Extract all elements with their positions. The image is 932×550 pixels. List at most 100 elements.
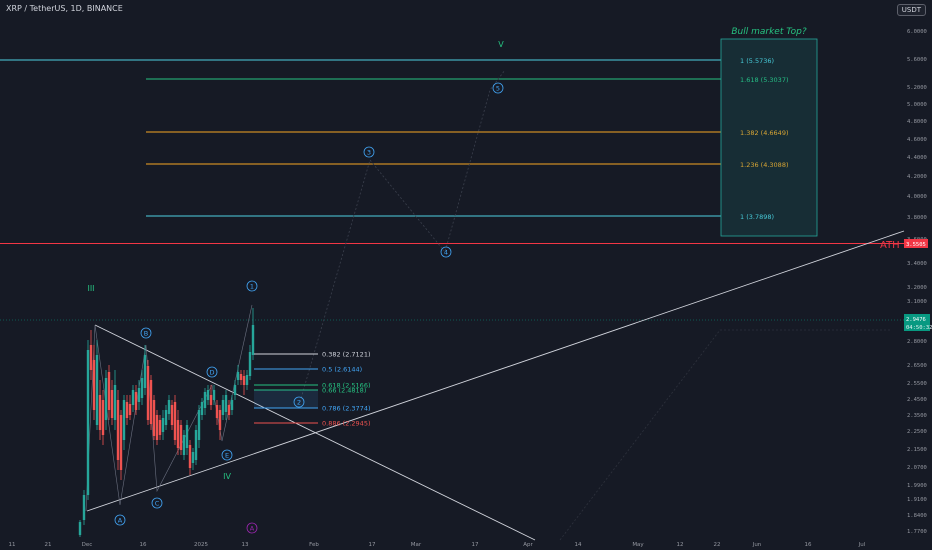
candle-body [143, 355, 147, 388]
fib-extension-label: 1.236 (4.3088) [740, 161, 789, 169]
price-tick: 1.9100 [907, 497, 927, 503]
wave-marker-circle [293, 396, 305, 408]
candle [161, 410, 165, 440]
candle [203, 388, 207, 415]
candle [182, 430, 186, 460]
box-title: Bull market Top? [731, 27, 806, 37]
target-zone [720, 38, 818, 237]
price-tick: 3.1000 [907, 299, 927, 305]
candle [98, 380, 102, 440]
price-tick: 4.8000 [907, 119, 927, 125]
price-tick: 4.0000 [907, 194, 927, 200]
price-tick: 2.2500 [907, 429, 927, 435]
time-tick: 21 [45, 542, 52, 548]
candle [116, 390, 120, 470]
wave-marker-circle [140, 327, 152, 339]
candle [113, 370, 117, 430]
fib-extension-label: 1.382 (4.6649) [740, 129, 789, 137]
wave-iii-label: III [87, 284, 94, 293]
ascending-trendline [86, 230, 905, 512]
wave-iv-label: IV [223, 472, 231, 481]
candle-body [218, 410, 222, 430]
wave-marker-label: 4 [444, 249, 448, 257]
candle [206, 385, 210, 405]
candle [197, 405, 201, 448]
candle [107, 365, 111, 420]
candle-body [152, 400, 156, 436]
price-tick: 5.6000 [907, 57, 927, 63]
candle-body [173, 402, 177, 440]
candle [155, 410, 159, 445]
candle-body [104, 378, 108, 420]
candle-body [78, 522, 82, 535]
candle-body [146, 366, 150, 420]
candle [89, 330, 93, 380]
time-tick: Jul [858, 542, 866, 548]
candle-body [236, 372, 240, 380]
candle [239, 370, 243, 385]
candle [218, 405, 222, 440]
candle [131, 385, 135, 412]
currency-button[interactable]: USDT [896, 4, 926, 16]
candle [200, 398, 204, 420]
candle [224, 390, 228, 420]
wave-marker-circle [440, 246, 452, 258]
candle [140, 370, 144, 405]
candle-body [149, 380, 153, 424]
candle [137, 380, 141, 410]
ath-label: ATH [880, 240, 900, 251]
candle [221, 395, 225, 420]
candle [188, 440, 192, 475]
price-tick: 4.4000 [907, 155, 927, 161]
ath-price-badge [904, 239, 928, 248]
candle [86, 340, 90, 500]
candle [128, 395, 132, 420]
candle [149, 375, 153, 430]
candle-body [92, 360, 96, 410]
retracement-label: 0.618 (2.5166) [322, 382, 371, 390]
candle-body [155, 415, 159, 440]
candle-body [224, 395, 228, 412]
candle [101, 390, 105, 445]
ath-price-label: 3.5505 [906, 242, 926, 248]
candle-body [140, 378, 144, 398]
candle-body [137, 388, 141, 402]
price-tick: 3.4000 [907, 261, 927, 267]
candle [134, 385, 138, 415]
last-price-badge [904, 314, 930, 331]
wave-marker-label: 2 [297, 399, 301, 407]
candle [173, 395, 177, 445]
fib-retracement: 0.382 (2.7121) 0.5 (2.6144) 0.618 (2.5166)… [254, 351, 371, 428]
price-tick: 2.4500 [907, 397, 927, 403]
candle-body [176, 420, 180, 448]
candle [78, 520, 82, 537]
wave-marker-circle [221, 449, 233, 461]
wave-marker-circle [151, 497, 163, 509]
candle [236, 365, 240, 385]
candle [125, 395, 129, 425]
candle-body [82, 495, 86, 520]
price-tick: 2.8000 [907, 339, 927, 345]
time-tick: 16 [805, 542, 812, 548]
candle-body [161, 418, 165, 432]
price-tick: 2.0700 [907, 465, 927, 471]
time-tick: 16 [140, 542, 147, 548]
candle-body [170, 405, 174, 425]
price-tick: 1.8400 [907, 513, 927, 519]
candle-body [86, 350, 90, 495]
candle-body [200, 402, 204, 415]
candle-body [209, 395, 213, 405]
wave-marker-label: A [250, 525, 255, 533]
candle-body [215, 405, 219, 418]
time-tick: 14 [575, 542, 582, 548]
time-tick: 17 [472, 542, 479, 548]
wave-marker-label: D [209, 369, 214, 377]
retracement-label: 0.66 (2.4818) [322, 387, 366, 395]
candle-body [188, 445, 192, 468]
time-axis: 11 21 Dec 16 2025 13 Feb 17 Mar 17 Apr 14 May 12 22 Jun… [9, 542, 866, 548]
candle [212, 385, 216, 405]
candle [95, 340, 99, 430]
countdown-label: 04:50:32 [906, 325, 932, 331]
candle-body [107, 372, 111, 410]
